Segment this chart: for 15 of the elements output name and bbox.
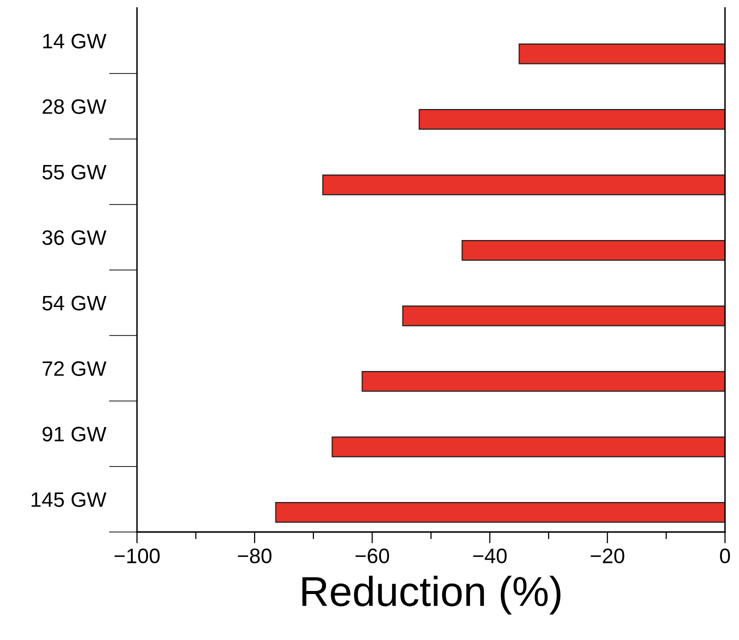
x-tick-label: 0: [720, 548, 730, 564]
x-tick-label: −20: [590, 548, 624, 564]
y-tick-label: 91 GW: [42, 426, 106, 442]
y-tick-label: 14 GW: [43, 34, 106, 49]
y-tick-label: 54 GW: [42, 296, 106, 311]
x-axis-title: Reduction (%): [302, 576, 560, 615]
y-tick-label: 145 GW: [32, 492, 106, 508]
y-tick-label: 72 GW: [42, 361, 106, 376]
x-tick-label: −40: [473, 548, 507, 564]
x-tick-label: −100: [114, 548, 160, 564]
x-tick-label: −80: [238, 548, 272, 564]
x-tick-label: −60: [356, 548, 390, 564]
y-tick-label: 36 GW: [42, 230, 106, 246]
y-tick-label: 55 GW: [42, 164, 106, 180]
y-tick-label: 28 GW: [42, 99, 106, 114]
